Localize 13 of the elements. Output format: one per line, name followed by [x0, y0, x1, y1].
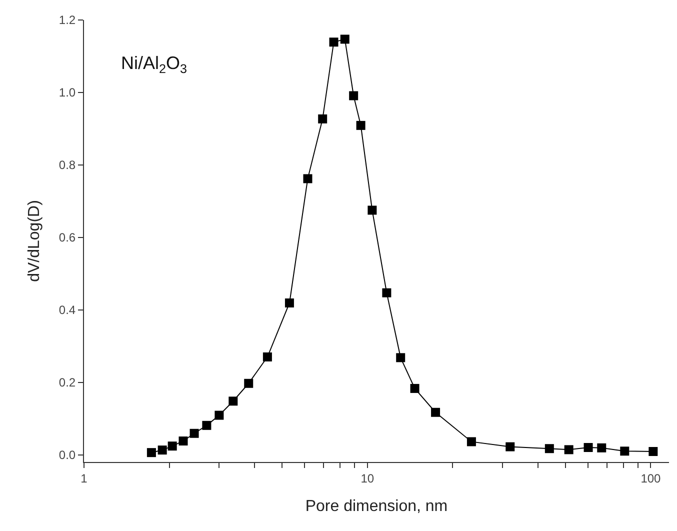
y-tick-label: 0.4: [58, 303, 76, 318]
annotation: Ni/Al$_{2}$O$_{3}$: [121, 53, 188, 76]
y-tick-label: 1.0: [58, 86, 76, 100]
x-tick-label: 10: [360, 471, 374, 486]
y-tick-label: 0.8: [58, 158, 76, 172]
y-tick-label: 0.2: [58, 376, 76, 390]
y-tick-label: 0.6: [58, 230, 76, 245]
y-tick-label: 1.2: [58, 13, 76, 28]
x-axis-title: Pore dimension, nm: [305, 498, 448, 516]
y-tick-label: 0.0: [58, 448, 76, 462]
x-tick-label: 1: [80, 471, 88, 486]
x-tick-label: 100: [640, 471, 662, 486]
y-axis-title: dV/dLog(D): [26, 200, 43, 282]
